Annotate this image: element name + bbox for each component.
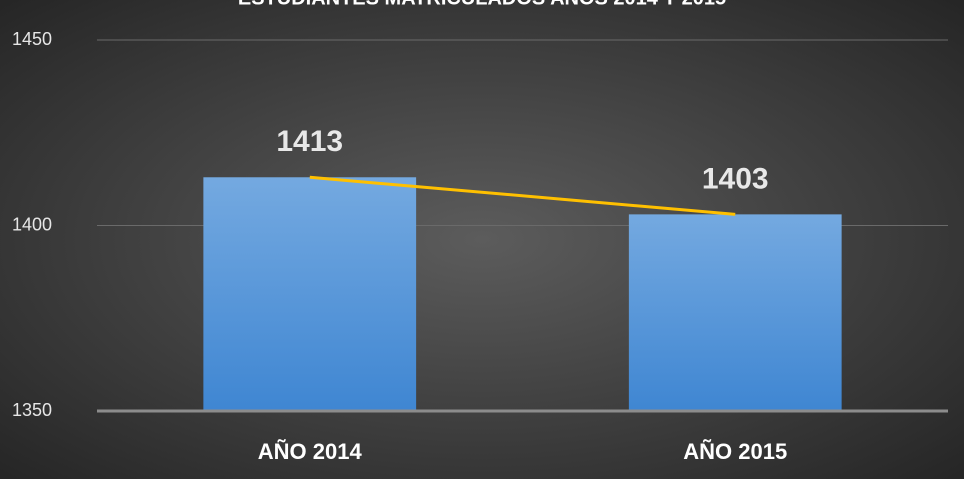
data-label: 1413: [276, 125, 343, 158]
trend-line: [309, 175, 736, 216]
bar: [203, 177, 417, 411]
data-label: 1403: [702, 162, 769, 195]
y-tick-label: 1350: [12, 400, 52, 420]
bar: [628, 214, 842, 411]
y-tick-label: 1450: [12, 29, 52, 49]
y-tick-label: 1400: [12, 214, 52, 234]
chart-title: ESTUDIANTES MATRICULADOS AÑOS 2014 Y 201…: [238, 0, 726, 9]
x-tick-label: AÑO 2014: [258, 439, 363, 464]
x-tick-label: AÑO 2015: [683, 439, 787, 464]
